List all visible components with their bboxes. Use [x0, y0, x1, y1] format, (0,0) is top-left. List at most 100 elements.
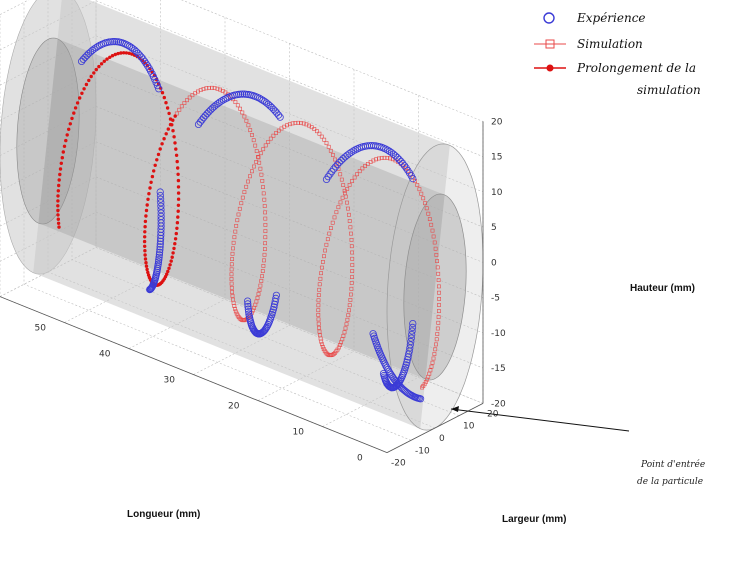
- simulation-point: [323, 350, 328, 355]
- prolongement-point: [60, 156, 64, 160]
- experience-point: [156, 192, 164, 200]
- simulation-point: [231, 246, 235, 251]
- simulation-point: [263, 223, 268, 227]
- prolongement-point: [176, 203, 181, 207]
- simulation-point: [336, 205, 341, 210]
- simulation-point: [263, 241, 268, 246]
- experience-point: [196, 118, 204, 126]
- simulation-point: [410, 175, 415, 180]
- prolongement-point: [57, 178, 61, 182]
- experience-point: [407, 334, 415, 342]
- simulation-point: [338, 172, 343, 177]
- simulation-point: [260, 274, 265, 279]
- simulation-point: [332, 157, 337, 162]
- simulation-point: [274, 131, 279, 135]
- experience-point: [155, 256, 163, 264]
- experience-point: [79, 55, 87, 63]
- simulation-point: [262, 247, 267, 252]
- prolongement-point: [143, 235, 147, 239]
- simulation-point: [233, 229, 238, 234]
- experience-point: [218, 97, 226, 105]
- simulation-point: [355, 172, 360, 177]
- prolongement-point: [168, 263, 172, 267]
- prolongement-point: [130, 52, 134, 56]
- simulation-point: [322, 137, 327, 142]
- simulation-point: [250, 169, 254, 174]
- experience-point: [157, 202, 165, 210]
- simulation-point: [231, 240, 236, 245]
- experience-point: [402, 164, 410, 172]
- z-axis-label: Hauteur (mm): [630, 283, 695, 294]
- simulation-point: [349, 231, 353, 236]
- experience-point: [408, 323, 417, 331]
- simulation-point: [251, 138, 256, 143]
- prolongement-point: [176, 178, 181, 183]
- simulation-point: [437, 296, 442, 301]
- experience-point: [395, 155, 403, 163]
- prolongement-point: [160, 91, 165, 95]
- prolongement-point: [175, 221, 180, 225]
- prolongement-point: [57, 225, 61, 229]
- x-axis-label: Longueur (mm): [127, 509, 200, 520]
- prolongement-point: [68, 122, 73, 126]
- simulation-point: [346, 206, 350, 211]
- simulation-point: [257, 288, 262, 292]
- prolongement-point: [145, 203, 149, 207]
- prolongement-point: [171, 251, 175, 255]
- simulation-point: [259, 172, 264, 177]
- prolongement-point: [176, 197, 181, 201]
- simulation-point: [230, 257, 235, 262]
- simulation-point: [436, 309, 441, 314]
- simulation-point: [239, 201, 244, 206]
- experience-point: [153, 82, 161, 90]
- simulation-point: [229, 281, 234, 286]
- prolongement-point: [56, 217, 60, 221]
- simulation-point: [388, 156, 392, 161]
- simulation-point: [343, 194, 348, 199]
- prolongement-point: [153, 163, 157, 167]
- simulation-point: [207, 86, 212, 90]
- simulation-point: [435, 326, 440, 331]
- simulation-point: [260, 269, 265, 274]
- simulation-point: [254, 149, 259, 154]
- z-tick-label: 5: [491, 223, 497, 233]
- prolongement-point: [172, 246, 176, 251]
- prolongement-point: [92, 71, 96, 75]
- simulation-point: [232, 304, 237, 308]
- y-tick-label: 10: [463, 422, 475, 432]
- experience-point: [219, 96, 228, 104]
- simulation-point: [350, 250, 355, 255]
- experience-point: [328, 168, 336, 176]
- tube-layer: [0, 0, 484, 431]
- simulation-point: [316, 293, 321, 298]
- prolongement-point: [152, 169, 156, 173]
- simulation-point: [193, 91, 198, 96]
- prolongement-point: [170, 123, 174, 127]
- experience-point: [237, 90, 245, 98]
- simulation-point: [263, 210, 268, 215]
- simulation-point: [252, 164, 256, 169]
- simulation-point: [325, 237, 330, 242]
- simulation-point: [240, 195, 245, 200]
- prolongement-point: [132, 53, 137, 57]
- experience-point: [94, 42, 102, 51]
- simulation-point: [346, 212, 351, 217]
- simulation-point: [423, 201, 427, 206]
- simulation-point: [258, 166, 263, 171]
- simulation-point: [350, 256, 355, 261]
- simulation-point: [190, 93, 195, 98]
- prolongement-point: [143, 225, 147, 229]
- simulation-point: [235, 218, 240, 223]
- prolongement-point: [108, 55, 112, 59]
- prolongement-point: [165, 106, 170, 110]
- y-axis-line: [386, 403, 484, 453]
- series-layer: [56, 37, 442, 403]
- simulation-point: [287, 122, 292, 127]
- x-tick-label: 20: [228, 402, 240, 412]
- prolongement-point: [99, 62, 104, 66]
- prolongement-point: [122, 51, 126, 55]
- prolongement-point: [102, 59, 107, 63]
- experience-point: [403, 356, 411, 364]
- simulation-point: [430, 228, 435, 233]
- prolongement-point: [176, 215, 180, 219]
